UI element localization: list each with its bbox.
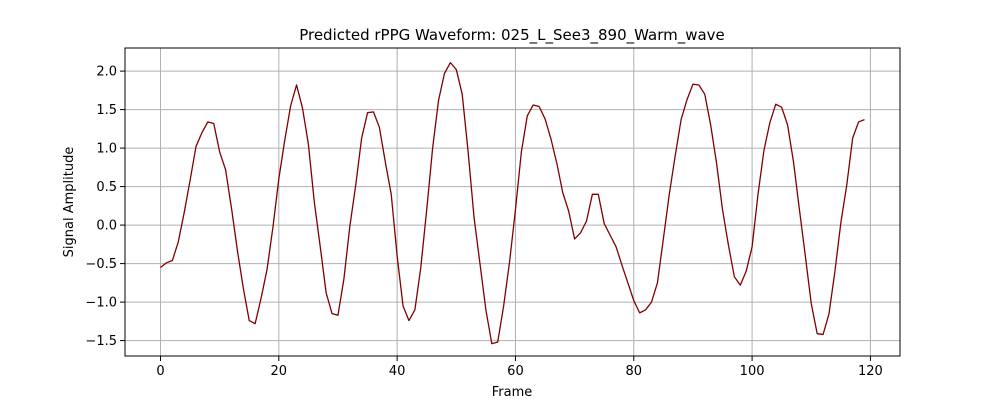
x-axis-label: Frame bbox=[492, 385, 533, 400]
x-tick-label: 20 bbox=[271, 364, 288, 379]
x-tick-label: 60 bbox=[507, 364, 524, 379]
y-tick-label: −1.5 bbox=[85, 334, 117, 349]
x-tick-label: 120 bbox=[858, 364, 883, 379]
y-tick-label: 1.5 bbox=[96, 103, 117, 118]
x-tick-label: 80 bbox=[626, 364, 643, 379]
y-tick-label: −0.5 bbox=[85, 257, 117, 272]
chart-title: Predicted rPPG Waveform: 025_L_See3_890_… bbox=[299, 26, 725, 45]
axis-ticks: 0 20 40 60 80 100 120 −1.5 −1.0 −0.5 0.0 0.5 1.0 1.5 2… bbox=[85, 65, 882, 379]
series-layer bbox=[160, 61, 865, 345]
y-axis-label: Signal Amplitude bbox=[62, 147, 77, 258]
x-tick-label: 0 bbox=[156, 364, 164, 379]
x-tick-label: 100 bbox=[740, 364, 765, 379]
waveform-line bbox=[160, 61, 865, 345]
y-tick-label: 1.0 bbox=[96, 142, 117, 157]
x-tick-label: 40 bbox=[389, 364, 406, 379]
y-tick-label: 2.0 bbox=[96, 65, 117, 80]
y-tick-label: −1.0 bbox=[85, 296, 117, 311]
y-tick-label: 0.0 bbox=[96, 219, 117, 234]
grid bbox=[125, 48, 900, 356]
plot-frame bbox=[124, 47, 901, 357]
y-tick-label: 0.5 bbox=[96, 180, 117, 195]
